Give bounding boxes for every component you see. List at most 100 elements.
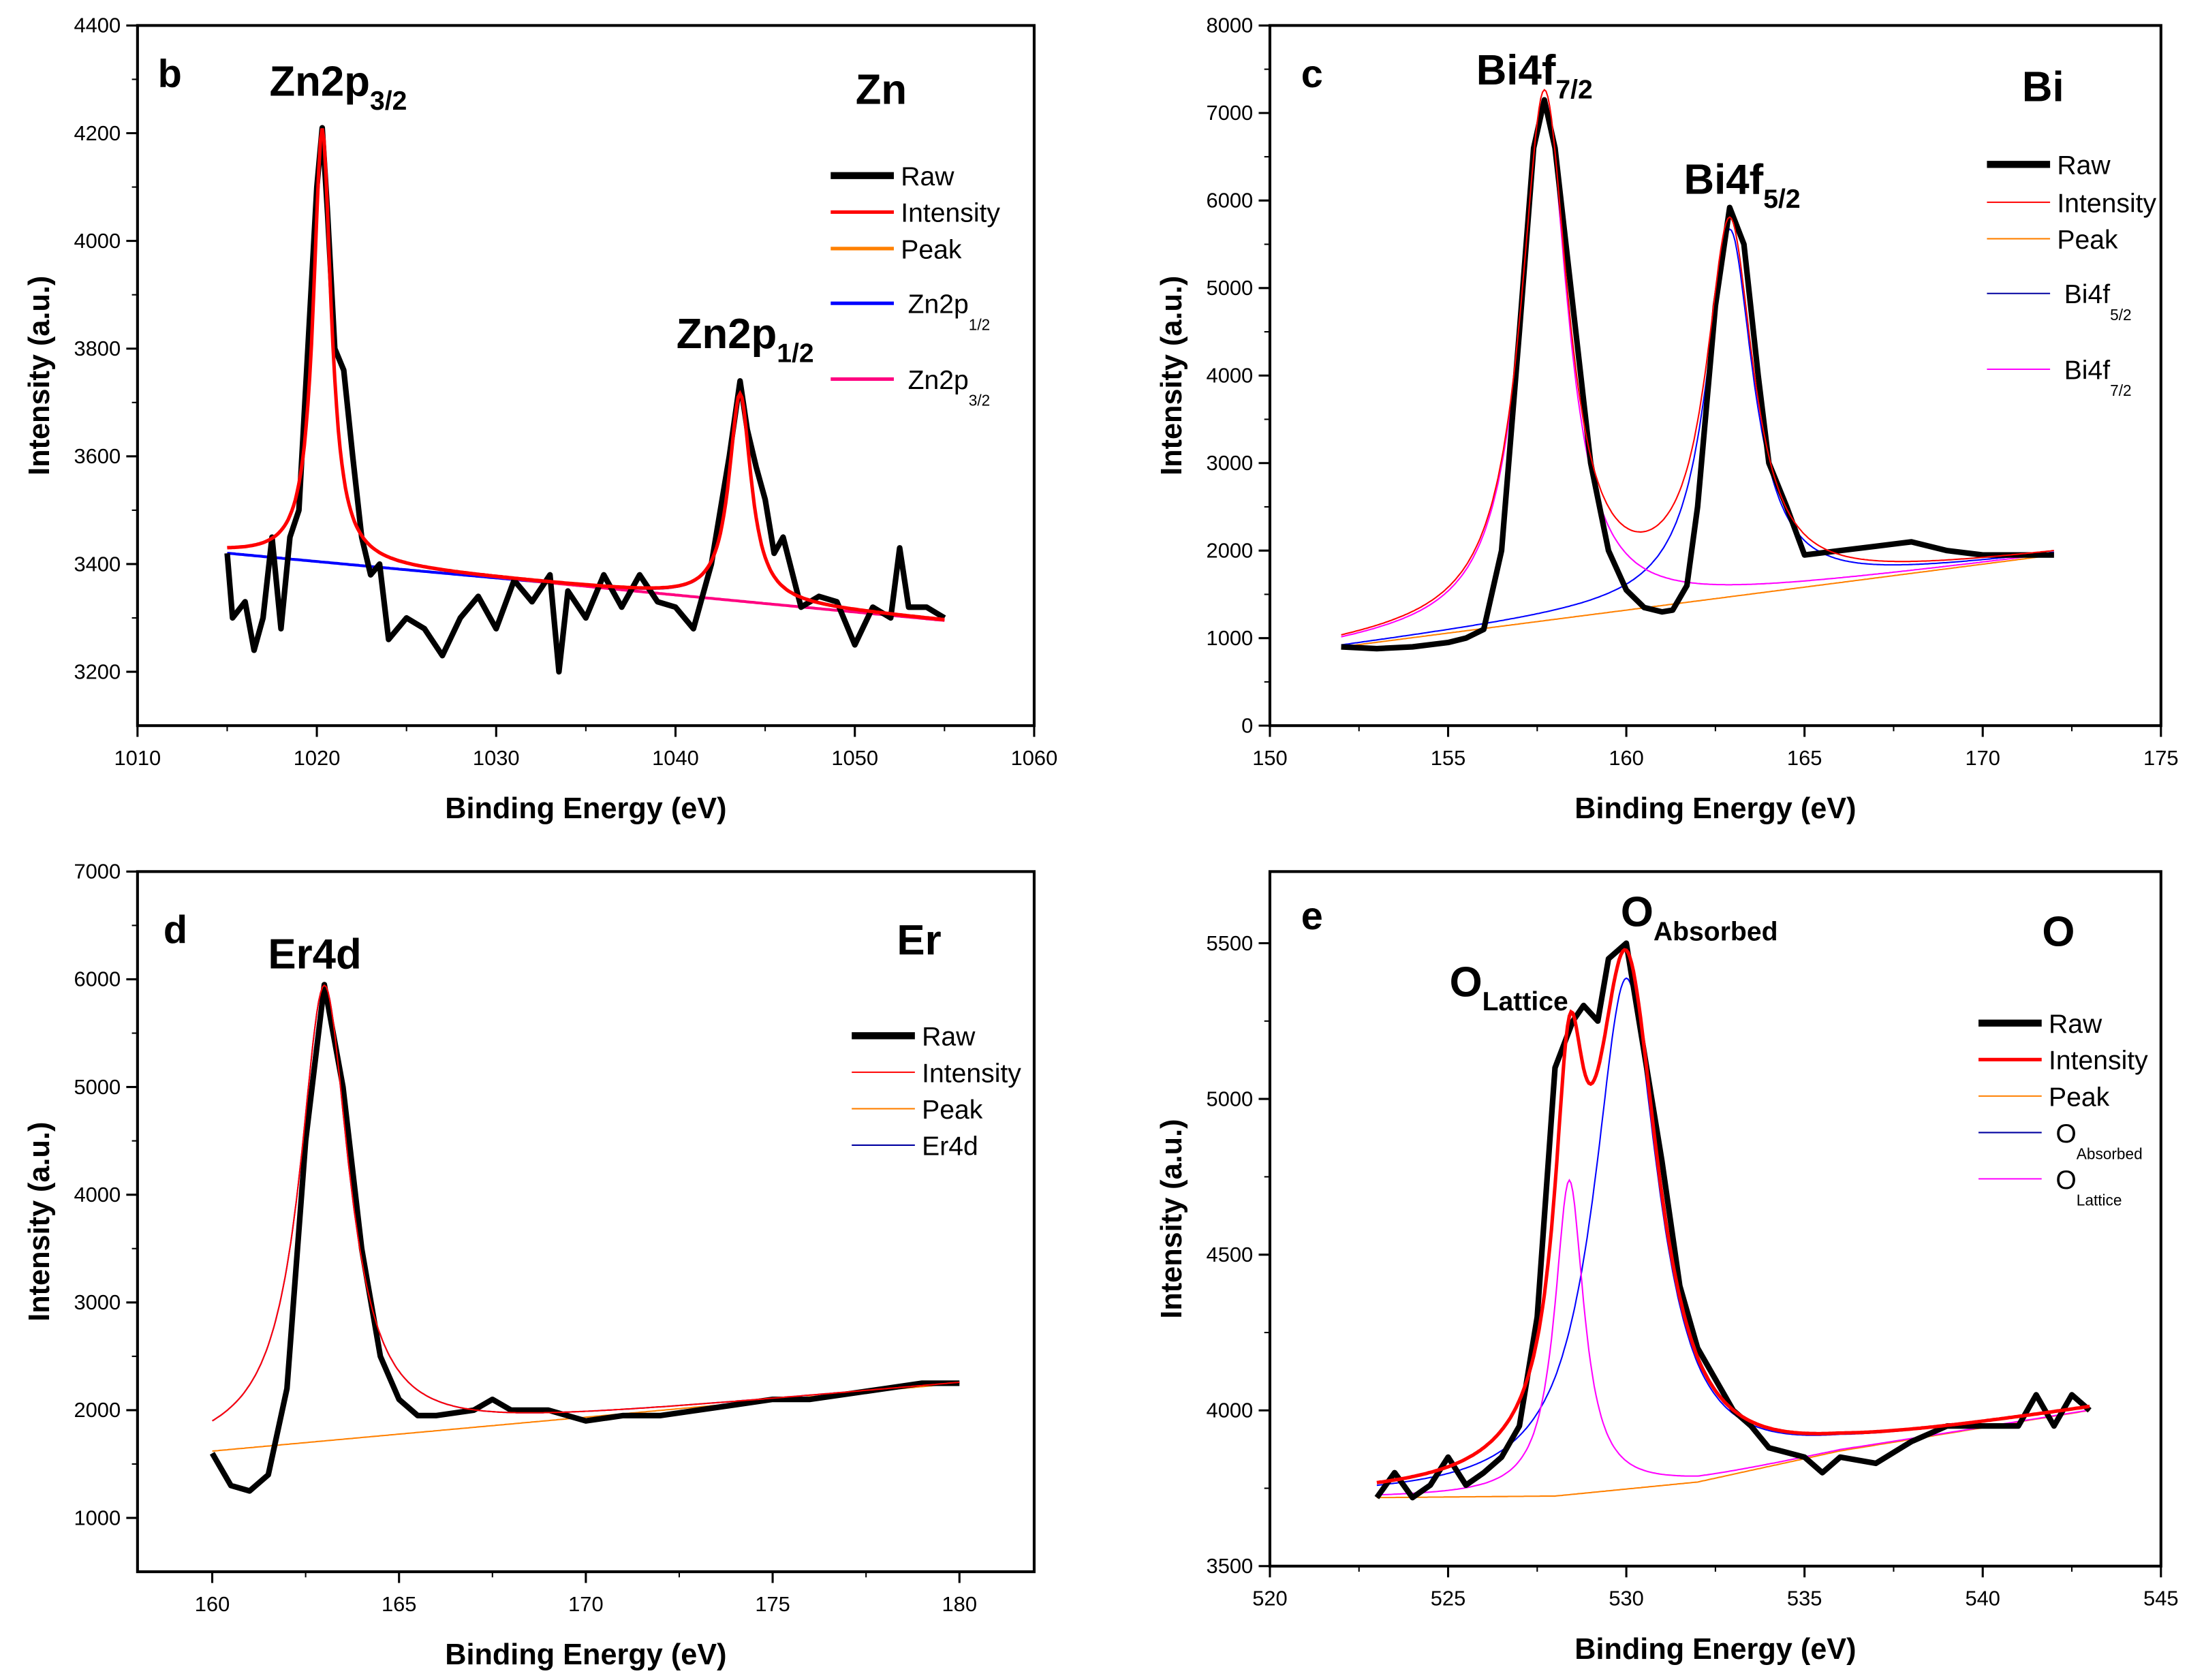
legend-label: Raw (2049, 1010, 2102, 1039)
raw-data-line (1341, 97, 2054, 652)
element-label: Zn (856, 67, 907, 114)
x-tick-label: 170 (1965, 746, 2000, 770)
x-tick-label: 1050 (831, 746, 878, 770)
legend-label: Bi4f7/2 (2064, 356, 2132, 399)
peak-annotation: OLattice (1450, 959, 1568, 1017)
peak-annotation: Bi4f7/2 (1476, 47, 1593, 105)
y-tick-label: 4000 (74, 229, 121, 253)
legend-label: Intensity (2057, 189, 2156, 218)
peak-baseline-line (1341, 554, 2054, 648)
x-tick-label: 1060 (1011, 746, 1058, 770)
legend-label: Raw (901, 162, 954, 191)
element-label: Er (897, 917, 941, 964)
legend-subscript: 7/2 (2110, 382, 2131, 399)
x-tick-label: 535 (1787, 1587, 1822, 1611)
plot-frame (1268, 24, 2162, 728)
legend-subscript: 3/2 (969, 392, 990, 409)
peak-annotation: Er4d (268, 931, 361, 978)
legend-label: Peak (2057, 225, 2118, 255)
panel-letter: d (164, 908, 187, 952)
peak-annotation: OAbsorbed (1621, 889, 1778, 947)
y-tick-label: 6000 (1207, 189, 1254, 213)
x-tick-label: 160 (195, 1592, 230, 1616)
component-line (1376, 1179, 2090, 1496)
chart-panel-e: 520 525 530 535 540 545 3500 4000 4500 5000 5500 Bi… (1155, 870, 2179, 1666)
x-axis-title: Binding Energy (eV) (445, 1638, 726, 1671)
y-tick-label: 5000 (1207, 276, 1254, 300)
x-tick-label: 545 (2143, 1587, 2179, 1611)
component-line (1341, 97, 2055, 638)
y-tick-label: 3600 (74, 444, 121, 468)
legend-label: Intensity (2049, 1046, 2148, 1076)
raw-data-line (209, 982, 960, 1494)
y-tick-label: 5000 (74, 1075, 121, 1099)
peak-annotation-subscript: 3/2 (370, 87, 407, 116)
x-tick-label: 165 (1787, 746, 1822, 770)
component-line (1341, 228, 2054, 646)
peak-annotation: Zn2p1/2 (677, 311, 814, 369)
x-axis-title: Binding Energy (eV) (1574, 1633, 1856, 1666)
legend-label: OLattice (2055, 1166, 2122, 1209)
x-tick-label: 150 (1252, 746, 1288, 770)
panel-letter: b (158, 52, 182, 96)
legend-label: Zn2p3/2 (908, 366, 991, 409)
intensity-fit-line (1376, 948, 2090, 1484)
plot-frame (136, 24, 1036, 728)
chart-panel-b: 1010 1020 1030 1040 1050 1060 3200 3400 3600 3800… (23, 14, 1057, 825)
legend-label: Raw (2057, 151, 2111, 181)
y-tick-label: 3000 (74, 1290, 121, 1314)
y-axis-title: Intensity (a.u.) (1155, 1119, 1188, 1319)
peak-annotation-subscript: 5/2 (1763, 185, 1800, 214)
y-tick-label: 3400 (74, 552, 121, 576)
y-tick-label: 7000 (74, 860, 121, 884)
x-tick-label: 160 (1609, 746, 1644, 770)
legend-label: Intensity (901, 199, 1000, 228)
y-axis-title: Intensity (a.u.) (23, 276, 56, 476)
legend-label: Raw (922, 1023, 976, 1052)
y-tick-label: 4000 (1207, 364, 1254, 388)
legend-subscript: Lattice (2077, 1192, 2122, 1209)
x-tick-label: 170 (568, 1592, 604, 1616)
y-tick-label: 3500 (1207, 1554, 1254, 1578)
peak-annotation-subscript: Lattice (1482, 987, 1568, 1016)
legend-label: Bi4f5/2 (2064, 280, 2132, 324)
legend-subscript: 1/2 (969, 315, 990, 333)
x-tick-label: 165 (382, 1592, 417, 1616)
plot-frame (136, 870, 1036, 1574)
component-line (212, 984, 960, 1422)
y-tick-label: 8000 (1207, 14, 1254, 37)
y-tick-label: 4000 (74, 1183, 121, 1207)
x-tick-label: 1030 (473, 746, 520, 770)
peak-annotation: Bi4f5/2 (1684, 157, 1801, 215)
y-tick-label: 2000 (74, 1398, 121, 1422)
peak-annotation-subscript: 7/2 (1555, 75, 1592, 104)
x-tick-label: 530 (1609, 1587, 1644, 1611)
y-tick-label: 1000 (74, 1506, 121, 1529)
y-tick-label: 4200 (74, 121, 121, 145)
intensity-fit-line (227, 128, 945, 622)
x-tick-label: 540 (1965, 1587, 2000, 1611)
x-axis-title: Binding Energy (eV) (445, 792, 726, 825)
x-tick-label: 520 (1252, 1587, 1288, 1611)
legend-label: Peak (2049, 1083, 2110, 1112)
intensity-fit-line (1341, 89, 2054, 636)
legend-label: Er4d (922, 1132, 978, 1161)
x-tick-label: 175 (2143, 746, 2179, 770)
y-tick-label: 4400 (74, 14, 121, 37)
x-tick-label: 180 (942, 1592, 978, 1616)
legend-label: OAbsorbed (2055, 1119, 2142, 1163)
legend-subscript: Absorbed (2077, 1145, 2143, 1163)
element-label: O (2042, 909, 2075, 956)
y-tick-label: 3200 (74, 659, 121, 683)
plot-frame (1268, 870, 2162, 1568)
y-tick-label: 5000 (1207, 1087, 1254, 1110)
x-tick-label: 155 (1431, 746, 1466, 770)
legend-label: Peak (922, 1095, 983, 1125)
y-tick-label: 2000 (1207, 539, 1254, 563)
y-tick-label: 6000 (74, 967, 121, 991)
legend-label: Zn2p1/2 (908, 290, 991, 334)
y-axis-title: Intensity (a.u.) (23, 1122, 56, 1322)
y-tick-label: 5500 (1207, 931, 1254, 955)
panel-letter: e (1301, 895, 1323, 938)
